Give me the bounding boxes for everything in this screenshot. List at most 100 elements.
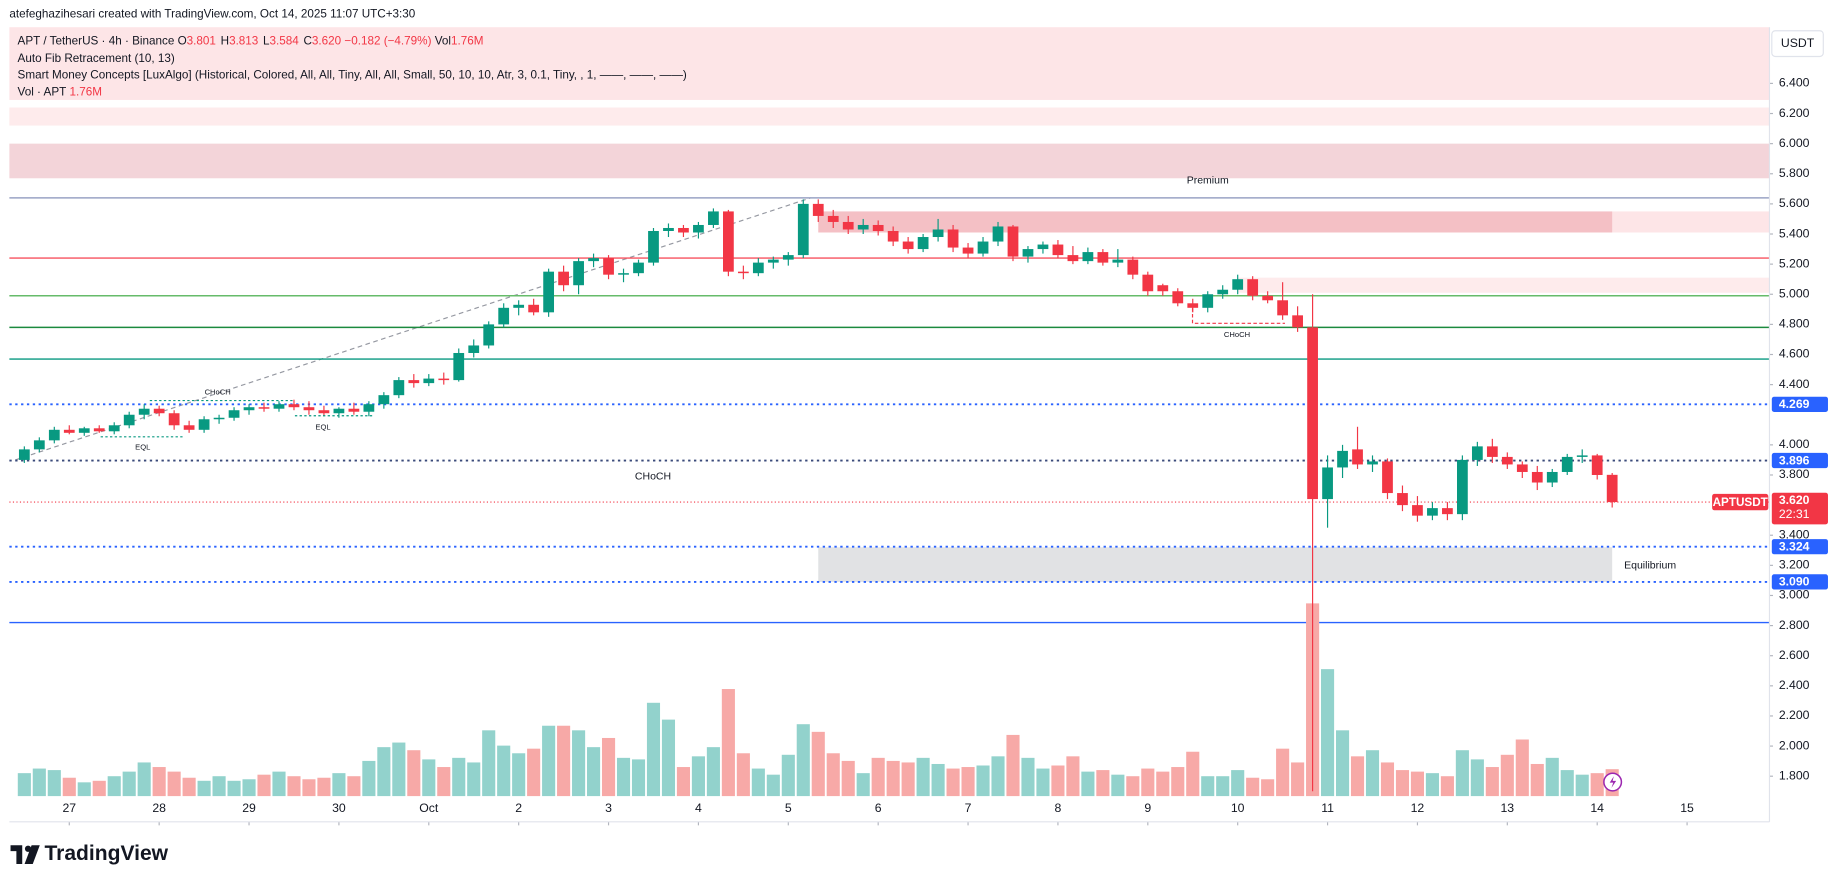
icon-bolt: [1609, 776, 1617, 788]
candle-body: [363, 404, 375, 412]
candle-body: [393, 380, 405, 396]
volume-bar: [92, 780, 106, 797]
candle-body: [1052, 244, 1064, 256]
candle-body: [1471, 446, 1483, 460]
price-label: 4.269: [1779, 397, 1810, 411]
candle-body: [693, 224, 704, 233]
volume-bar: [1575, 774, 1589, 797]
volume-bar: [32, 768, 46, 797]
zones: [9, 27, 1770, 582]
annotation: CHoCH: [205, 387, 231, 396]
logo-mark: [24, 845, 40, 864]
volume-bar: [1335, 730, 1350, 797]
candle-body: [348, 408, 360, 412]
candle-body: [633, 262, 644, 274]
candle-body: [183, 425, 195, 430]
price-label-bg: [1771, 539, 1828, 555]
volume-bar: [1066, 756, 1080, 797]
candle-body: [1531, 471, 1543, 483]
volume-bar: [332, 773, 346, 797]
candle-body: [737, 271, 749, 274]
candle-body: [258, 407, 270, 409]
candle-body: [872, 224, 884, 231]
volume-bar: [497, 745, 511, 797]
volume-bar: [107, 776, 121, 797]
symbol-tag: APTUSDT: [1713, 496, 1769, 509]
axes: 6.400 6.200 6.000 5.800 5.600 5.400 5.200 5.000…: [62, 76, 1828, 826]
x-tick-label: 3: [605, 801, 612, 815]
x-tick-label: 10: [1231, 801, 1245, 815]
candle-body: [1382, 461, 1393, 494]
candle-body: [558, 271, 569, 286]
alert-icon[interactable]: [1603, 772, 1623, 792]
legend-value: 3.801: [187, 34, 216, 47]
candle-body: [1337, 450, 1348, 468]
candle-body: [1262, 295, 1274, 301]
legend-symbol: APT / TetherUS · 4h · Binance: [18, 34, 175, 47]
volume-bar: [796, 724, 810, 797]
volume-bar: [482, 730, 496, 797]
candle-body: [902, 241, 914, 250]
annotation: Premium: [1187, 174, 1229, 186]
candle-body: [1606, 474, 1618, 503]
candle-body: [513, 304, 525, 308]
volume-bar: [542, 725, 556, 797]
x-tick-label: 2: [515, 801, 522, 815]
volume-bar: [826, 753, 840, 797]
candle-body: [1067, 255, 1079, 262]
candle-body: [1591, 455, 1603, 475]
candle-body: [917, 237, 929, 250]
volume-bar: [137, 762, 151, 797]
volume-bar: [1111, 774, 1125, 797]
volume-bar: [766, 774, 780, 797]
volume-bar: [347, 776, 361, 797]
annotation: EQL: [135, 442, 150, 451]
y-tick-label: 3.000: [1779, 588, 1810, 602]
candle-body: [603, 258, 614, 275]
volume-bar: [1545, 757, 1559, 797]
volume-bar: [616, 757, 631, 797]
zone: [818, 547, 1613, 582]
candle-body: [1546, 471, 1558, 483]
candle-body: [588, 258, 599, 262]
candle-body: [108, 425, 120, 432]
legend-change: −0.182 (−4.79%): [344, 34, 431, 47]
volume-bar: [437, 767, 451, 797]
volume-bar: [1365, 750, 1380, 797]
volume-bar: [1276, 748, 1290, 797]
candle-body: [857, 224, 869, 230]
candle-body: [63, 429, 75, 433]
volume-bar: [706, 747, 720, 797]
y-tick-label: 4.600: [1779, 347, 1810, 361]
volume-bar: [916, 757, 930, 797]
legend-ohlc: O3.801 H3.813 L3.584 C3.620: [178, 34, 342, 47]
y-tick-label: 1.800: [1779, 768, 1810, 782]
candle-body: [842, 221, 854, 230]
y-tick-label: 2.000: [1779, 738, 1810, 752]
candle-body: [992, 226, 1004, 242]
x-tick-label: 12: [1411, 801, 1425, 815]
volume-bar: [272, 771, 286, 797]
annotation: CHoCH: [635, 470, 671, 482]
volume-bar: [1500, 754, 1514, 797]
volume-bar: [212, 776, 226, 797]
volume-bar: [1440, 776, 1454, 797]
y-tick-label: 3.400: [1779, 527, 1810, 541]
y-tick-label: 2.400: [1779, 678, 1810, 692]
price-label-bg: [1771, 452, 1828, 469]
volume-bar: [572, 730, 586, 797]
volume-bar: [242, 779, 256, 797]
candle-body: [1112, 259, 1124, 263]
candle-body: [648, 230, 659, 263]
y-tick-label: 4.800: [1779, 317, 1810, 331]
legend-key: H: [221, 34, 229, 47]
last-price-label: 3.620: [1779, 493, 1810, 507]
candle-body: [1247, 279, 1259, 296]
volume-bar: [1006, 734, 1020, 797]
y-tick-label: 2.600: [1779, 648, 1810, 662]
volume-legend-name: Vol · APT: [18, 86, 67, 99]
candle-body: [573, 261, 584, 286]
volume-bar: [1321, 669, 1335, 797]
volume-bar: [976, 765, 990, 797]
